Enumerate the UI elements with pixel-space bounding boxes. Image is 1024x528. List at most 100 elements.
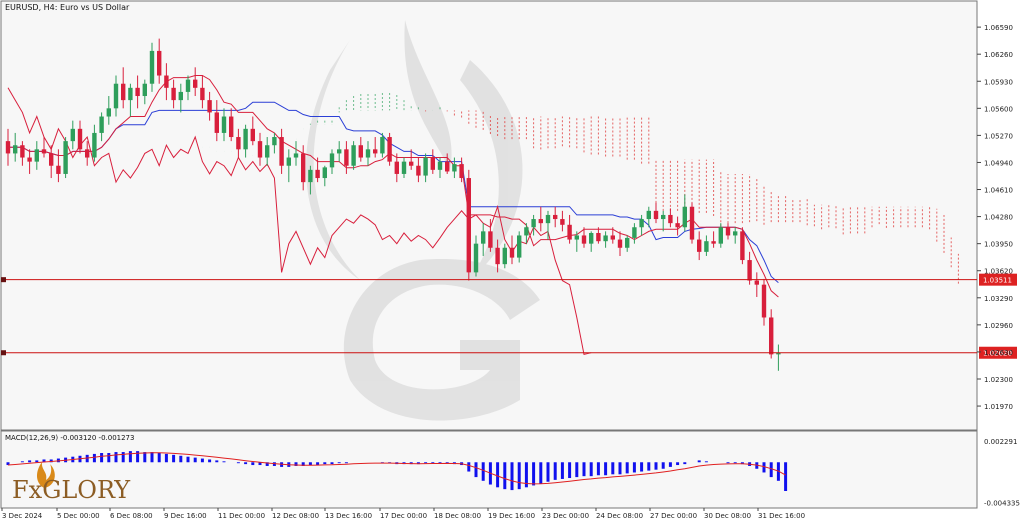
candle-body <box>229 116 234 138</box>
candle-body <box>207 100 212 113</box>
candle-body <box>193 79 198 88</box>
candle-body <box>92 132 97 158</box>
candle-body <box>135 87 140 97</box>
candle-body <box>250 128 255 142</box>
candle-body <box>351 145 356 166</box>
candle-body <box>776 352 781 355</box>
candle-body <box>531 219 536 228</box>
macd-signal-line <box>7 452 786 485</box>
time-tick-label: 6 Dec 08:00 <box>110 512 153 520</box>
candle-body <box>560 219 565 225</box>
candle-body <box>63 141 68 174</box>
ichimoku-cloud <box>309 92 959 284</box>
candle-body <box>646 210 651 220</box>
level-label: 1.03511 <box>983 277 1012 285</box>
price-tick-label: 1.01970 <box>984 403 1013 411</box>
candle-body <box>113 83 119 109</box>
macd-axis-label: -0.004335 <box>984 499 1020 507</box>
candle-body <box>171 87 176 101</box>
candle-body <box>661 214 666 220</box>
time-tick-label: 11 Dec 00:00 <box>218 512 265 520</box>
candle-body <box>538 219 543 224</box>
candle-body <box>430 157 435 170</box>
time-tick-label: 23 Dec 00:00 <box>542 512 589 520</box>
candle-body <box>603 235 608 242</box>
fxglory-logo: FxGLORY <box>4 462 134 508</box>
candle-body <box>416 165 421 176</box>
time-tick-label: 3 Dec 2024 <box>2 512 43 520</box>
price-tick-label: 1.02960 <box>984 322 1013 330</box>
candle-body <box>545 214 551 224</box>
price-tick-label: 1.02630 <box>984 349 1013 357</box>
candle-body <box>13 145 18 154</box>
candle-body <box>128 87 133 101</box>
candle-body <box>286 157 291 166</box>
candle-body <box>610 235 615 240</box>
candle-body <box>675 223 680 228</box>
candle-body <box>409 161 414 166</box>
chikou-line <box>7 87 592 356</box>
watermark-logo <box>306 20 540 421</box>
macd-axis-label: 0.002291 <box>984 438 1017 446</box>
candle-body <box>329 153 335 168</box>
candle-body <box>358 145 363 158</box>
indicator-lines <box>7 75 779 356</box>
level-anchor <box>1 277 6 283</box>
candle-body <box>293 153 299 158</box>
candle-body <box>99 116 104 133</box>
candle-body <box>574 235 579 240</box>
candle-body <box>373 149 378 154</box>
candle-body <box>632 227 637 238</box>
description-label: Euro vs US Dollar <box>60 3 130 12</box>
candle-body <box>452 164 457 172</box>
candle-body <box>423 157 428 176</box>
candle-body <box>308 169 313 183</box>
candle-body <box>711 241 716 244</box>
candle-body <box>85 149 90 158</box>
time-tick-label: 9 Dec 16:00 <box>164 512 207 520</box>
candle-body <box>401 161 407 174</box>
time-tick-label: 13 Dec 16:00 <box>325 512 372 520</box>
candle-body <box>502 247 507 265</box>
candle-body <box>41 149 47 154</box>
time-tick-label: 18 Dec 08:00 <box>434 512 481 520</box>
price-tick-label: 1.03620 <box>984 268 1013 276</box>
candle-body <box>445 161 450 172</box>
time-axis: 3 Dec 2024 5 Dec 00:00 6 Dec 08:00 9 Dec 16… <box>1 508 805 520</box>
candle-body <box>718 227 723 244</box>
candle-body <box>265 145 270 158</box>
candle-body <box>344 149 349 166</box>
candle-body <box>77 128 83 150</box>
candle-body <box>272 137 277 146</box>
logo-text: FxGLORY <box>12 476 131 504</box>
candle-body <box>149 50 155 84</box>
candle-body <box>509 247 515 258</box>
timeframe-label: H4: <box>43 3 58 12</box>
price-tick-label: 1.04610 <box>984 187 1013 195</box>
candle-body <box>459 164 464 179</box>
candle-body <box>279 137 284 166</box>
candle-body <box>668 214 673 224</box>
candle-body <box>689 206 695 240</box>
candle-body <box>157 50 162 76</box>
macd-indicator: 0.002291 -0.004335 <box>6 438 1020 507</box>
candle-body <box>365 149 371 158</box>
time-tick-label: 30 Dec 08:00 <box>704 512 751 520</box>
price-tick-label: 1.04940 <box>984 159 1013 167</box>
time-tick-label: 12 Dec 08:00 <box>272 512 319 520</box>
candle-body <box>733 231 738 236</box>
candle-body <box>185 79 191 92</box>
candle-body <box>481 231 486 244</box>
candle-body <box>682 206 687 228</box>
candle-body <box>49 153 54 166</box>
price-tick-label: 1.05600 <box>984 105 1013 113</box>
main-panel-background <box>0 0 978 431</box>
horizontal-levels[interactable]: 1.03511 1.02620 <box>1 273 1017 359</box>
candle-body <box>596 232 601 242</box>
price-tick-label: 1.04280 <box>984 214 1013 222</box>
price-tick-label: 1.06260 <box>984 51 1013 59</box>
candle-body <box>581 235 587 244</box>
candle-body <box>394 161 399 174</box>
